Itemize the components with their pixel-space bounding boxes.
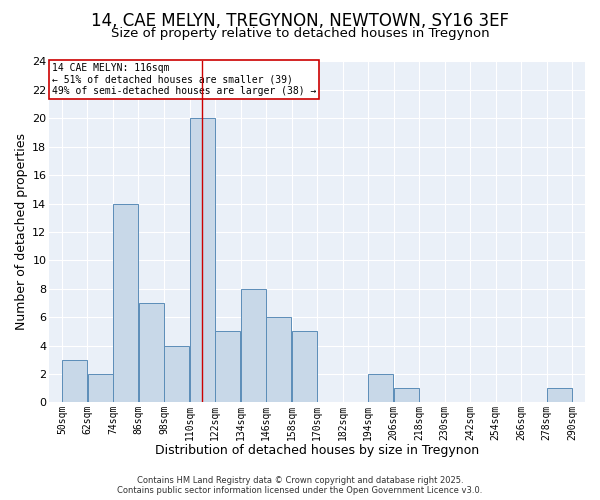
Bar — [266, 317, 291, 402]
Bar — [164, 346, 189, 403]
Bar — [241, 288, 266, 403]
Y-axis label: Number of detached properties: Number of detached properties — [15, 134, 28, 330]
Text: 14, CAE MELYN, TREGYNON, NEWTOWN, SY16 3EF: 14, CAE MELYN, TREGYNON, NEWTOWN, SY16 3… — [91, 12, 509, 30]
Bar — [215, 332, 240, 402]
Text: 14 CAE MELYN: 116sqm
← 51% of detached houses are smaller (39)
49% of semi-detac: 14 CAE MELYN: 116sqm ← 51% of detached h… — [52, 63, 316, 96]
Bar — [368, 374, 394, 402]
Bar — [394, 388, 419, 402]
Bar — [547, 388, 572, 402]
Bar — [113, 204, 138, 402]
Bar — [62, 360, 87, 403]
Bar — [292, 332, 317, 402]
Text: Size of property relative to detached houses in Tregynon: Size of property relative to detached ho… — [110, 28, 490, 40]
Bar — [190, 118, 215, 403]
Text: Contains HM Land Registry data © Crown copyright and database right 2025.
Contai: Contains HM Land Registry data © Crown c… — [118, 476, 482, 495]
Bar — [139, 303, 164, 402]
X-axis label: Distribution of detached houses by size in Tregynon: Distribution of detached houses by size … — [155, 444, 479, 458]
Bar — [88, 374, 113, 402]
